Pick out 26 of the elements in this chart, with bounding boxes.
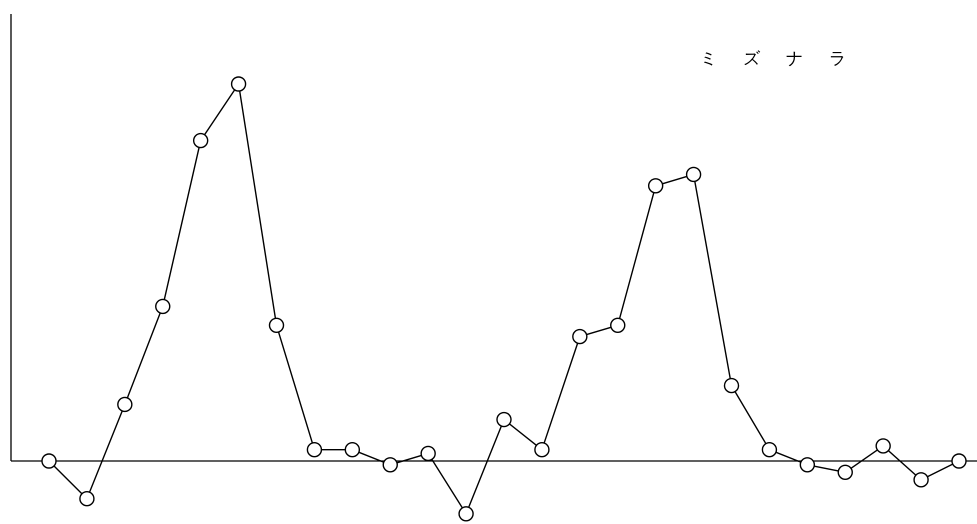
point bbox=[875, 438, 891, 454]
point bbox=[800, 457, 816, 472]
point bbox=[913, 472, 929, 488]
point bbox=[762, 442, 778, 458]
point bbox=[41, 453, 57, 469]
point bbox=[306, 442, 322, 458]
point bbox=[951, 453, 967, 469]
point bbox=[230, 76, 246, 92]
point bbox=[382, 457, 398, 472]
point bbox=[838, 464, 853, 480]
chart-title: ミズナラ bbox=[700, 49, 872, 69]
point bbox=[155, 298, 170, 314]
point bbox=[648, 178, 664, 194]
point bbox=[117, 396, 133, 412]
point bbox=[79, 491, 95, 506]
point bbox=[724, 378, 740, 394]
point bbox=[268, 318, 284, 333]
point bbox=[686, 166, 702, 182]
point bbox=[572, 328, 588, 344]
point bbox=[344, 442, 360, 458]
point bbox=[420, 446, 436, 462]
point bbox=[458, 506, 474, 522]
point bbox=[496, 412, 512, 428]
point bbox=[192, 132, 208, 148]
point bbox=[534, 442, 550, 458]
point bbox=[610, 318, 626, 333]
